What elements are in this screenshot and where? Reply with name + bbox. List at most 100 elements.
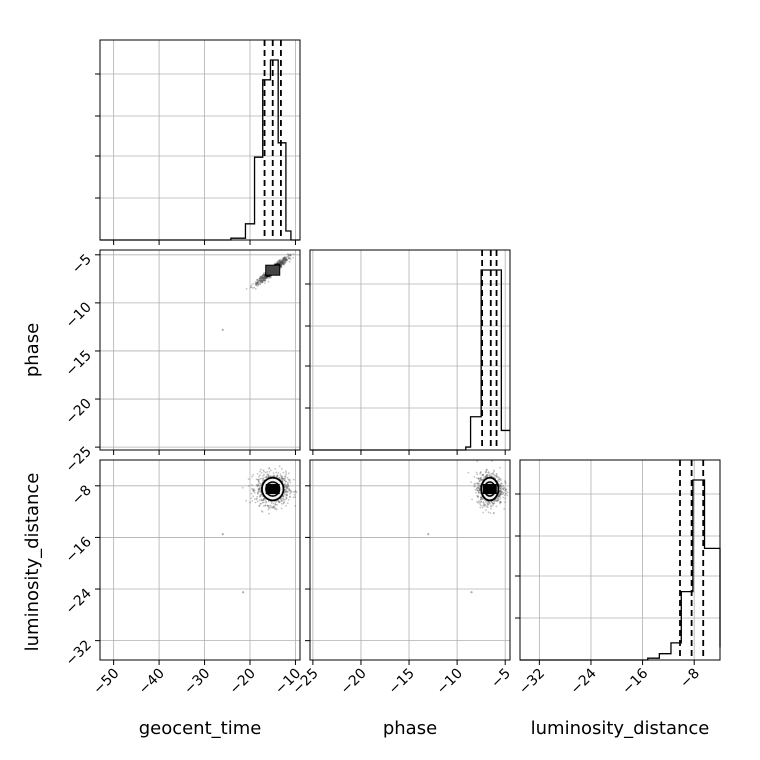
sample-point <box>263 274 266 277</box>
sample-point <box>256 284 259 287</box>
sample-point <box>268 512 270 515</box>
sample-point <box>285 259 288 262</box>
sample-point <box>499 498 502 500</box>
sample-point <box>258 488 261 490</box>
sample-point <box>279 265 282 268</box>
sample-point <box>260 281 262 284</box>
sample-point <box>497 499 500 502</box>
sample-point <box>282 262 285 264</box>
sample-point <box>276 260 279 263</box>
sample-point <box>502 491 505 494</box>
sample-point <box>285 484 287 487</box>
sample-point <box>267 475 270 477</box>
sample-point <box>498 496 501 499</box>
sample-point <box>484 500 487 503</box>
sample-point <box>284 260 287 262</box>
sample-point <box>258 486 261 489</box>
sample-point <box>289 492 291 495</box>
sample-point <box>252 489 255 492</box>
sample-point <box>280 266 283 268</box>
sample-point <box>288 487 291 490</box>
sample-point <box>502 493 504 495</box>
sample-point <box>284 490 286 493</box>
sample-point <box>477 486 480 489</box>
sample-point <box>260 276 263 279</box>
sample-point <box>262 279 265 282</box>
sample-point <box>265 277 268 279</box>
tick-label-y: −10 <box>63 299 95 331</box>
sample-point <box>505 488 508 491</box>
sample-point <box>252 473 255 476</box>
tick-label-y: −16 <box>63 534 95 566</box>
sample-point <box>256 472 259 475</box>
sample-point <box>492 502 495 505</box>
scatter-panel-geocent-time-vs-phase: −25 −20 −15 −10 −5 <box>63 249 301 476</box>
sample-point <box>502 487 504 490</box>
sample-point <box>282 260 285 263</box>
histogram-panel-luminosity-distance: −32 −24 −16 −8 <box>515 459 721 698</box>
sample-point <box>499 492 502 495</box>
sample-point <box>282 495 284 498</box>
sample-point <box>289 254 292 257</box>
sample-point <box>499 500 502 503</box>
x-axis-label-geocent-time: geocent_time <box>139 718 262 739</box>
sample-point <box>262 499 265 502</box>
sample-point <box>257 487 260 490</box>
sample-point <box>257 488 260 491</box>
sample-point <box>255 484 258 486</box>
sample-point <box>245 499 248 502</box>
sample-point <box>281 260 284 263</box>
sample-point <box>283 491 286 494</box>
sample-point <box>476 477 479 480</box>
sample-point <box>247 478 250 480</box>
sample-point <box>264 277 267 280</box>
sample-point <box>505 492 508 495</box>
sample-point <box>476 495 479 498</box>
sample-point <box>265 476 268 479</box>
sample-point <box>284 475 287 478</box>
sample-point <box>500 491 503 494</box>
sample-point <box>280 264 283 267</box>
sample-point <box>427 533 430 536</box>
sample-point <box>267 506 270 509</box>
sample-point <box>284 262 286 265</box>
sample-point <box>284 257 287 260</box>
sample-point <box>292 256 295 259</box>
sample-point <box>259 280 262 282</box>
tick-label-x: −20 <box>338 666 370 698</box>
sample-point <box>263 277 266 280</box>
sample-point <box>493 499 496 502</box>
sample-point <box>286 485 289 488</box>
sample-point <box>283 477 285 480</box>
sample-point <box>476 482 479 484</box>
sample-point <box>266 473 269 476</box>
sample-point <box>490 475 493 478</box>
sample-point <box>482 511 485 514</box>
sample-point <box>262 478 265 480</box>
panel-border <box>99 39 301 241</box>
scatter-points <box>221 465 298 594</box>
sample-point <box>284 470 287 473</box>
sample-point <box>257 492 259 495</box>
sample-point <box>483 504 486 507</box>
sample-point <box>283 257 286 260</box>
sample-point <box>500 482 502 485</box>
sample-point <box>283 256 286 258</box>
sample-point <box>259 282 261 285</box>
sample-point <box>280 507 283 510</box>
sample-point <box>287 488 290 491</box>
scatter-panel-geocent-time-vs-luminosity-distance: −50 −40 −30 −20 −10−32−24−16−8 <box>63 459 304 698</box>
sample-point <box>499 490 501 493</box>
sample-point <box>280 264 283 266</box>
sample-point <box>288 260 291 263</box>
sample-point <box>255 497 258 500</box>
sample-point <box>289 489 292 492</box>
sample-point <box>272 505 275 508</box>
histogram-panel-phase <box>305 249 511 455</box>
sample-point <box>491 460 494 462</box>
sample-point <box>280 263 283 266</box>
sample-point <box>477 482 479 485</box>
sample-point <box>285 493 287 496</box>
sample-point <box>283 257 285 260</box>
sample-point <box>250 492 253 495</box>
